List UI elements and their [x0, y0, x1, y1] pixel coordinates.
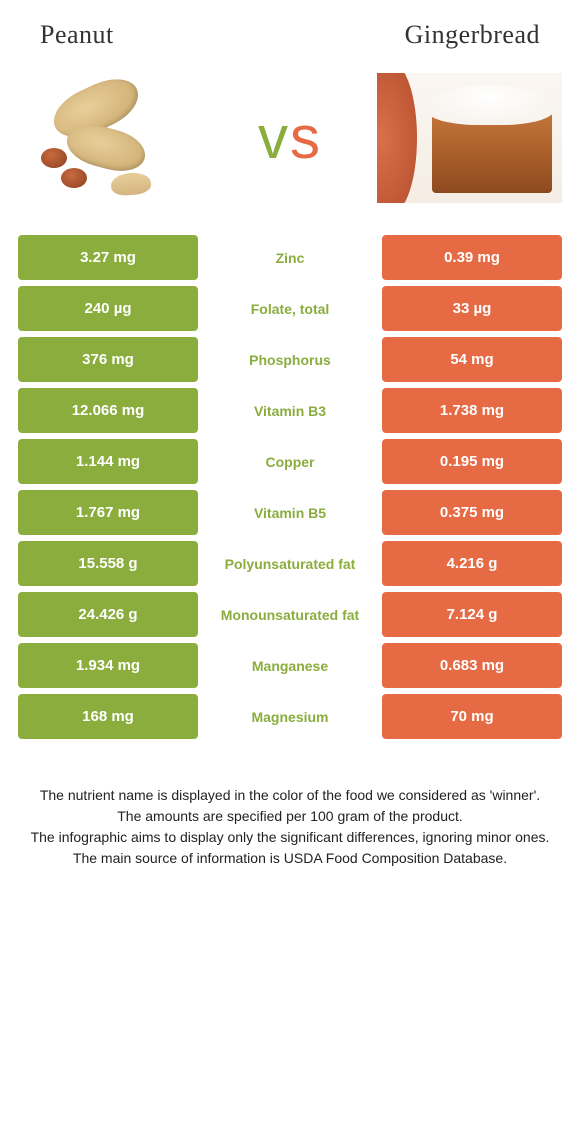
comparison-table: 3.27 mgZinc0.39 mg 240 µgFolate, total33 …: [0, 235, 580, 739]
left-value-cell: 1.934 mg: [18, 643, 198, 688]
right-value-cell: 7.124 g: [382, 592, 562, 637]
right-value-cell: 0.375 mg: [382, 490, 562, 535]
nutrient-label: Folate, total: [198, 286, 382, 331]
peanut-image: [18, 70, 203, 205]
gingerbread-image: [377, 70, 562, 205]
left-value-cell: 1.144 mg: [18, 439, 198, 484]
gingerbread-icon: [377, 73, 562, 203]
table-row: 376 mgPhosphorus54 mg: [18, 337, 562, 382]
table-row: 3.27 mgZinc0.39 mg: [18, 235, 562, 280]
left-value-cell: 15.558 g: [18, 541, 198, 586]
right-value-cell: 54 mg: [382, 337, 562, 382]
right-value-cell: 0.195 mg: [382, 439, 562, 484]
left-value-cell: 3.27 mg: [18, 235, 198, 280]
left-value-cell: 168 mg: [18, 694, 198, 739]
left-value-cell: 240 µg: [18, 286, 198, 331]
right-value-cell: 33 µg: [382, 286, 562, 331]
nutrient-label: Manganese: [198, 643, 382, 688]
table-row: 1.144 mgCopper0.195 mg: [18, 439, 562, 484]
peanut-icon: [31, 78, 191, 198]
table-row: 240 µgFolate, total33 µg: [18, 286, 562, 331]
right-value-cell: 0.683 mg: [382, 643, 562, 688]
table-row: 24.426 gMonounsaturated fat7.124 g: [18, 592, 562, 637]
nutrient-label: Monounsaturated fat: [198, 592, 382, 637]
right-value-cell: 70 mg: [382, 694, 562, 739]
right-food-title: Gingerbread: [405, 20, 540, 50]
nutrient-label: Magnesium: [198, 694, 382, 739]
left-value-cell: 376 mg: [18, 337, 198, 382]
footer-line: The infographic aims to display only the…: [20, 827, 560, 848]
right-value-cell: 1.738 mg: [382, 388, 562, 433]
table-row: 1.934 mgManganese0.683 mg: [18, 643, 562, 688]
footer-line: The amounts are specified per 100 gram o…: [20, 806, 560, 827]
left-value-cell: 1.767 mg: [18, 490, 198, 535]
nutrient-label: Polyunsaturated fat: [198, 541, 382, 586]
images-row: vs: [0, 60, 580, 235]
footer-line: The nutrient name is displayed in the co…: [20, 785, 560, 806]
right-value-cell: 0.39 mg: [382, 235, 562, 280]
left-value-cell: 24.426 g: [18, 592, 198, 637]
left-food-title: Peanut: [40, 20, 114, 50]
nutrient-label: Vitamin B3: [198, 388, 382, 433]
table-row: 168 mgMagnesium70 mg: [18, 694, 562, 739]
nutrient-label: Vitamin B5: [198, 490, 382, 535]
table-row: 1.767 mgVitamin B50.375 mg: [18, 490, 562, 535]
vs-label: vs: [258, 103, 322, 172]
footer-line: The main source of information is USDA F…: [20, 848, 560, 869]
vs-v-letter: v: [258, 104, 290, 171]
table-row: 12.066 mgVitamin B31.738 mg: [18, 388, 562, 433]
header: Peanut Gingerbread: [0, 0, 580, 60]
nutrient-label: Zinc: [198, 235, 382, 280]
left-value-cell: 12.066 mg: [18, 388, 198, 433]
footer-notes: The nutrient name is displayed in the co…: [0, 745, 580, 869]
vs-s-letter: s: [290, 104, 322, 171]
right-value-cell: 4.216 g: [382, 541, 562, 586]
nutrient-label: Phosphorus: [198, 337, 382, 382]
nutrient-label: Copper: [198, 439, 382, 484]
table-row: 15.558 gPolyunsaturated fat4.216 g: [18, 541, 562, 586]
